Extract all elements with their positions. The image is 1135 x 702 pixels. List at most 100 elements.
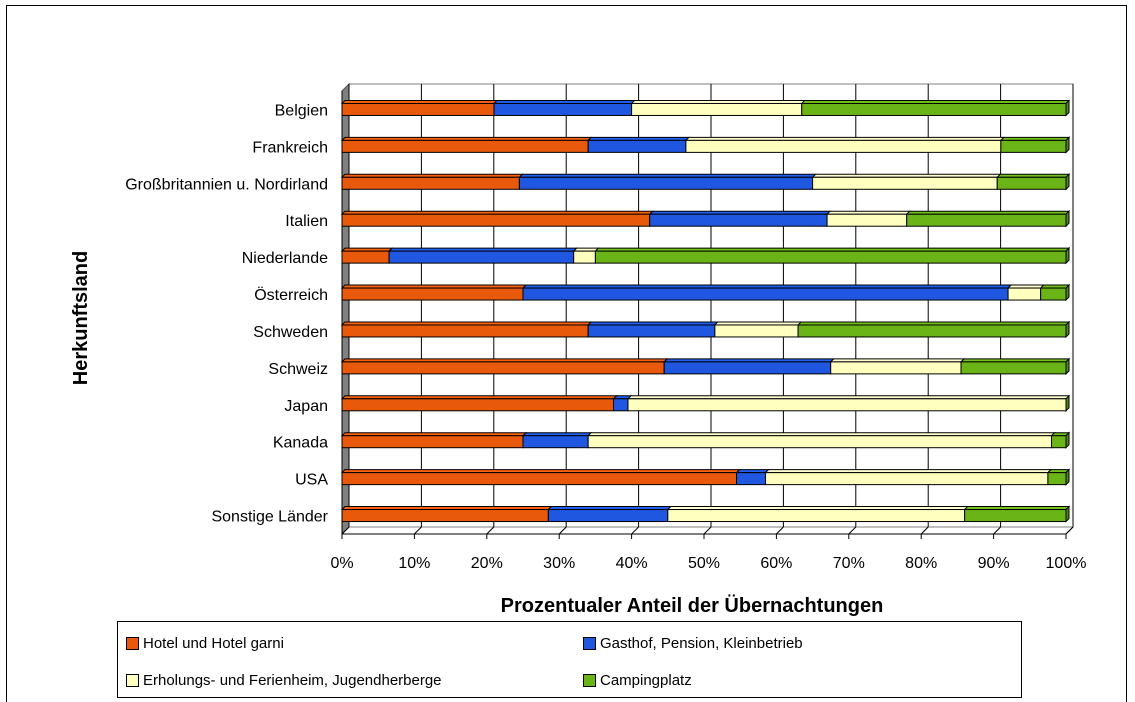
- bar-segment: [736, 472, 767, 486]
- y-axis-title: Herkunftsland: [70, 251, 92, 385]
- legend-label: Erholungs- und Ferienheim, Jugendherberg…: [143, 672, 442, 689]
- bar-end-cap: [1065, 136, 1070, 154]
- bar-segment: [547, 509, 669, 523]
- bar-end-cap: [1065, 394, 1070, 412]
- bar-segment: [906, 213, 1067, 227]
- bar-segment: [341, 213, 651, 227]
- x-tick-label: 70%: [833, 555, 865, 572]
- bar-segment: [613, 398, 629, 412]
- bar-row: [340, 136, 1071, 154]
- x-tick-label: 40%: [616, 555, 648, 572]
- bar-segment: [587, 435, 1053, 449]
- grid-floor-line: [486, 526, 495, 535]
- bar-segment: [826, 213, 908, 227]
- grid-floor-line: [776, 526, 784, 535]
- bar-end-cap: [1065, 505, 1070, 523]
- bar-segment: [685, 139, 1002, 153]
- bar-segment: [667, 509, 966, 523]
- category-label: Österreich: [254, 286, 328, 304]
- x-tick-label: 30%: [543, 555, 575, 572]
- bar-segment: [341, 176, 520, 190]
- bar-segment: [627, 398, 1067, 412]
- x-tick-label: 80%: [905, 555, 937, 572]
- bar-row: [340, 468, 1071, 486]
- bar-segment: [1047, 472, 1067, 486]
- bar-segment: [830, 361, 962, 375]
- bar-segment: [649, 213, 828, 227]
- x-tick-label: 90%: [978, 555, 1010, 572]
- category-label: Belgien: [275, 102, 328, 119]
- bar-segment: [812, 176, 998, 190]
- category-label: Japan: [284, 398, 328, 415]
- bar-segment: [1040, 287, 1067, 301]
- category-label: Großbritannien u. Nordirland: [125, 176, 328, 193]
- x-tick-label: 0%: [330, 555, 353, 572]
- bar-segment: [341, 472, 738, 486]
- bar-end-cap: [1065, 320, 1070, 339]
- bar-segment: [522, 435, 589, 449]
- grid-floor-line: [631, 526, 639, 535]
- bar-segment: [960, 361, 1067, 375]
- x-tick-label: 60%: [760, 555, 792, 572]
- bar-row: [340, 173, 1071, 191]
- legend-item-camping: Campingplatz: [583, 672, 692, 689]
- bar-row: [340, 320, 1071, 339]
- bar-segment: [388, 250, 575, 264]
- grid-floor-line: [558, 526, 567, 535]
- gridlines: [341, 84, 1074, 539]
- bar-row: [340, 431, 1071, 449]
- bar-end-cap: [1065, 210, 1070, 228]
- bar-end-cap: [1065, 246, 1070, 265]
- bar-segment: [518, 176, 814, 190]
- x-tick-label: 50%: [688, 555, 720, 572]
- legend-label: Gasthof, Pension, Kleinbetrieb: [600, 635, 803, 652]
- bar-end-cap: [1065, 173, 1070, 191]
- x-axis-title: Prozentualer Anteil der Übernachtungen: [501, 594, 884, 617]
- category-label: Niederlande: [242, 250, 328, 267]
- grid-floor-line: [414, 526, 422, 535]
- bar-segment: [714, 324, 799, 338]
- category-label: Sonstige Länder: [211, 509, 328, 526]
- bar-segment: [341, 398, 614, 412]
- bar-segment: [341, 324, 589, 338]
- bar-segment: [573, 250, 596, 264]
- legend-label: Campingplatz: [600, 672, 692, 689]
- bar-end-cap: [1065, 283, 1070, 302]
- bar-segment: [341, 250, 390, 264]
- category-label: Schweiz: [268, 361, 328, 378]
- bar-segment: [1007, 287, 1042, 301]
- legend: Hotel und Hotel garni Gasthof, Pension, …: [117, 621, 1022, 698]
- grid-floor-line: [703, 526, 712, 535]
- legend-label: Hotel und Hotel garni: [143, 635, 284, 652]
- bar-segment: [964, 509, 1067, 523]
- bar-row: [340, 210, 1071, 228]
- bar-segment: [341, 509, 549, 523]
- category-label: Schweden: [253, 324, 328, 341]
- legend-item-erholung: Erholungs- und Ferienheim, Jugendherberg…: [126, 672, 442, 689]
- bar-row: [340, 357, 1071, 376]
- axis-corner-line: [1065, 526, 1074, 535]
- legend-item-hotel: Hotel und Hotel garni: [126, 635, 284, 652]
- bar-segment: [594, 250, 1067, 264]
- x-tick-label: 100%: [1046, 555, 1087, 572]
- bar-segment: [801, 102, 1067, 116]
- x-tick-labels: 0% 10% 20% 30% 40% 50% 60% 70% 80% 90% 100%: [330, 555, 1086, 572]
- bar-segment: [341, 139, 589, 153]
- category-label: Kanada: [273, 435, 328, 452]
- bar-segment: [663, 361, 832, 375]
- bar-end-cap: [1065, 357, 1070, 376]
- grid-floor-line: [993, 526, 1001, 535]
- grid-floor-line: [920, 526, 929, 535]
- x-tick-label: 10%: [398, 555, 430, 572]
- bar-end-cap: [1065, 431, 1070, 449]
- bar-segment: [587, 139, 687, 153]
- legend-swatch-hotel: [126, 637, 139, 650]
- bar-segment: [493, 102, 633, 116]
- bar-segment: [765, 472, 1049, 486]
- legend-swatch-erholung: [126, 674, 139, 687]
- bar-segment: [522, 287, 1009, 301]
- category-label: USA: [295, 472, 328, 489]
- bar-segment: [797, 324, 1067, 338]
- bar-row: [340, 394, 1071, 412]
